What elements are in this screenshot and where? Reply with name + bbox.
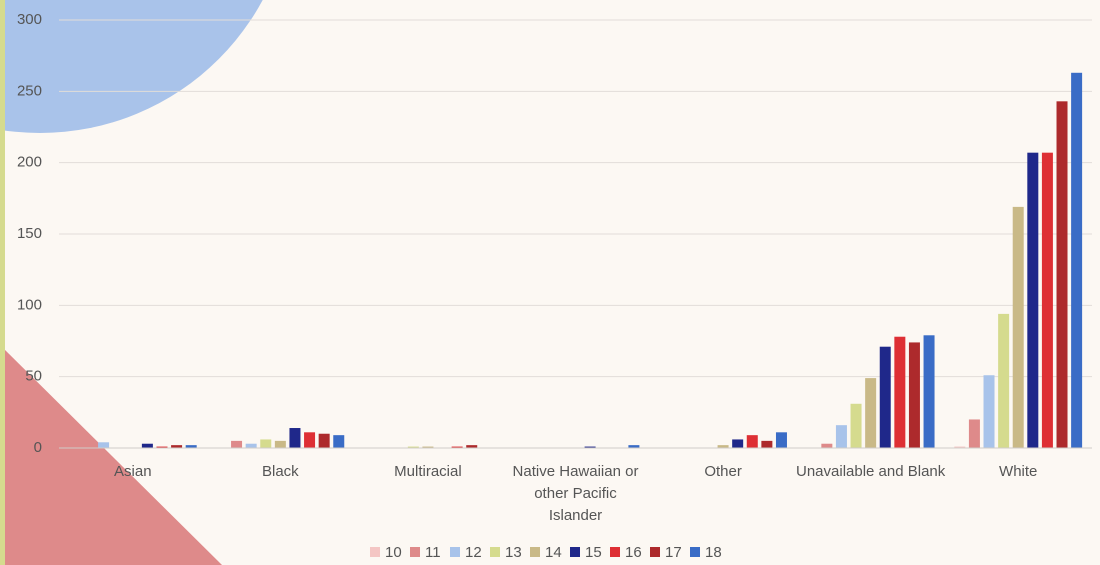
bar — [880, 347, 891, 448]
x-tick-label: Unavailable and Blank — [796, 463, 946, 480]
y-tick-label: 300 — [17, 11, 42, 28]
bar — [1042, 153, 1053, 448]
bar — [1013, 207, 1024, 448]
legend-label: 11 — [425, 544, 441, 561]
y-tick-label: 50 — [25, 368, 42, 385]
x-tick-label: White — [999, 463, 1037, 480]
legend-swatch — [530, 547, 540, 557]
bar — [260, 439, 271, 448]
bar — [836, 425, 847, 448]
legend-swatch — [410, 547, 420, 557]
bar — [304, 432, 315, 448]
bar — [1057, 101, 1068, 448]
legend-label: 14 — [545, 544, 562, 561]
y-tick-label: 150 — [17, 225, 42, 242]
x-tick-label: Multiracial — [394, 463, 462, 480]
x-tick-label: Black — [262, 463, 299, 480]
bar — [231, 441, 242, 448]
bar — [894, 337, 905, 448]
bar — [732, 439, 743, 448]
bar — [142, 444, 153, 448]
legend-swatch — [450, 547, 460, 557]
bar — [984, 375, 995, 448]
legend-label: 16 — [625, 544, 642, 561]
legend-label: 15 — [585, 544, 602, 561]
bar — [969, 419, 980, 448]
legend-label: 13 — [505, 544, 522, 561]
legend-label: 10 — [385, 544, 402, 561]
bar — [246, 444, 257, 448]
bar — [289, 428, 300, 448]
bar — [776, 432, 787, 448]
legend-swatch — [690, 547, 700, 557]
bar — [821, 444, 832, 448]
bar — [761, 441, 772, 448]
legend-swatch — [490, 547, 500, 557]
bar — [1027, 153, 1038, 448]
bar — [1071, 73, 1082, 448]
x-tick-label: Other — [704, 463, 742, 480]
bar — [851, 404, 862, 448]
bar — [747, 435, 758, 448]
bar — [98, 442, 109, 448]
bar — [865, 378, 876, 448]
y-tick-label: 100 — [17, 296, 42, 313]
bar — [319, 434, 330, 448]
chart: 0 50 100 150 200 250 300 Asian Black Multiracial N… — [0, 0, 1100, 565]
y-tick-label: 0 — [34, 439, 42, 456]
plot: 0 50 100 150 200 250 300 Asian Black Multiracial N… — [17, 11, 1092, 561]
legend-label: 18 — [705, 544, 722, 561]
decor-strip — [0, 0, 5, 565]
x-tick-label: Asian — [114, 463, 152, 480]
bar — [333, 435, 344, 448]
legend-swatch — [370, 547, 380, 557]
bar — [909, 342, 920, 448]
y-tick-label: 250 — [17, 82, 42, 99]
legend-swatch — [650, 547, 660, 557]
bar — [924, 335, 935, 448]
legend-swatch — [610, 547, 620, 557]
bar — [275, 441, 286, 448]
y-tick-label: 200 — [17, 154, 42, 171]
legend-swatch — [570, 547, 580, 557]
bar — [998, 314, 1009, 448]
legend-label: 17 — [665, 544, 682, 561]
legend-label: 12 — [465, 544, 482, 561]
